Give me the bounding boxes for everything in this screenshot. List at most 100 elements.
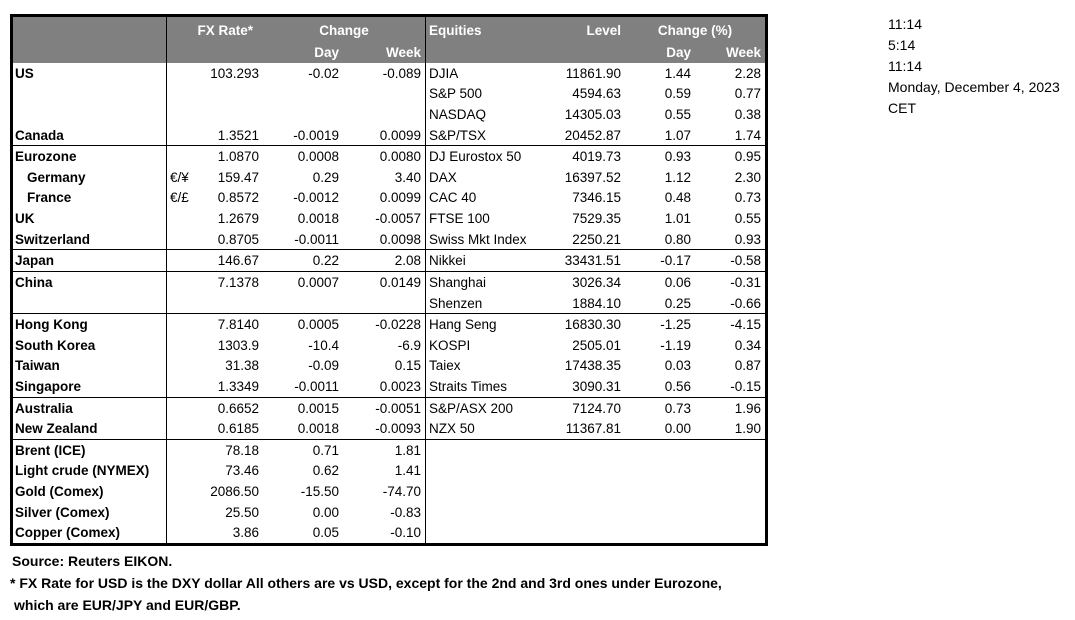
equity-week-change-value: 0.93 (734, 231, 761, 247)
table-row: Eurozone 1.0870 0.0008 0.0080 DJ Eurostox 50… (13, 145, 765, 167)
table-row: UK 1.2679 0.0018 -0.0057 FTSE 100 7529.35 1.01… (13, 208, 765, 229)
fx-rate-value: 103.293 (210, 65, 259, 81)
fx-rate-value: 0.6652 (217, 400, 259, 416)
equity-name: FTSE 100 (429, 211, 490, 227)
fx-day-change-value: 0.0015 (297, 400, 339, 416)
equity-day-change-value: 0.59 (664, 86, 691, 102)
fx-rate-value: 0.8572 (217, 190, 259, 206)
equity-level-value: 33431.51 (564, 253, 621, 269)
fx-week-change-value: 2.08 (394, 253, 421, 269)
equity-name: DJ Eurostox 50 (429, 149, 522, 165)
timestamp-panel: 11:14 5:14 11:14 Monday, December 4, 202… (888, 14, 1060, 119)
region-label: Singapore (15, 378, 82, 394)
fx-rate-header: FX Rate* (197, 22, 253, 38)
fx-day-change-value: -0.0019 (293, 127, 339, 143)
equity-day-change-value: 0.48 (664, 190, 691, 206)
footnotes: Source: Reuters EIKON. * FX Rate for USD… (10, 550, 722, 616)
equity-level-value: 1884.10 (572, 295, 621, 311)
fx-day-change-value: 0.0005 (297, 317, 339, 333)
equities-day-header: Day (666, 44, 691, 60)
table-row: New Zealand 0.6185 0.0018 -0.0093 NZX 50 1136… (13, 418, 765, 439)
equity-day-change-value: -1.25 (660, 317, 691, 333)
table-row: Taiwan 31.38 -0.09 0.15 Taiex 17438.35 0.03 0.8… (13, 356, 765, 377)
fx-rate-value: 31.38 (225, 358, 259, 374)
fx-rate-value: 1.0870 (217, 149, 259, 165)
region-label: Switzerland (15, 231, 91, 247)
table-row: Switzerland 0.8705 -0.0011 0.0098 Swiss Mkt … (13, 229, 765, 250)
equity-name: Straits Times (429, 378, 508, 394)
fx-week-change-value: -0.0051 (375, 400, 421, 416)
equities-header: Equities (429, 22, 482, 38)
equity-day-change-value: 0.00 (664, 421, 691, 437)
fx-week-header: Week (385, 44, 421, 60)
equity-name: S&P 500 (429, 86, 483, 102)
table-header-row-2: Day Week Day Week (13, 41, 765, 63)
equity-level-value: 4594.63 (572, 86, 621, 102)
fx-rate-value: 0.6185 (217, 421, 259, 437)
fx-day-change-value: 0.0008 (297, 149, 339, 165)
fx-day-change-value: 0.62 (312, 463, 339, 479)
equity-level-value: 17438.35 (564, 358, 621, 374)
equity-week-change-value: -0.15 (730, 378, 761, 394)
level-header: Level (586, 22, 621, 38)
equity-level-value: 11861.90 (565, 65, 621, 81)
equity-level-value: 7529.35 (572, 211, 621, 227)
fx-rate-value: 7.8140 (217, 317, 259, 333)
equity-week-change-value: 0.77 (734, 86, 761, 102)
time-value: 11:14 (888, 58, 922, 74)
fx-rate-value: 0.8705 (217, 231, 259, 247)
equity-name: DAX (429, 169, 457, 185)
fx-day-change-value: 0.22 (312, 253, 339, 269)
equity-day-change-value: 0.80 (664, 231, 691, 247)
table-row: Shenzen 1884.10 0.25 -0.66 (13, 293, 765, 314)
region-label: Japan (15, 253, 55, 269)
equity-name: Hang Seng (429, 317, 497, 333)
time-value: 5:14 (888, 37, 916, 53)
fx-rate-value: 2086.50 (210, 483, 259, 499)
equity-name: S&P/TSX (429, 127, 487, 143)
fx-change-header: Change (319, 22, 369, 38)
fx-week-change-value: 3.40 (394, 169, 421, 185)
equity-week-change-value: 2.30 (734, 169, 761, 185)
fx-week-change-value: -6.9 (397, 337, 421, 353)
fx-rate-value: 73.46 (225, 463, 259, 479)
column-divider-labels (166, 17, 167, 543)
fx-rate-value: 1.3349 (217, 378, 259, 394)
equity-day-change-value: 0.56 (664, 378, 691, 394)
fx-day-change-value: -15.50 (300, 483, 339, 499)
equity-week-change-value: 0.87 (734, 358, 761, 374)
region-label: Copper (Comex) (15, 525, 121, 541)
equity-week-change-value: 2.28 (734, 65, 761, 81)
equity-level-value: 7346.15 (572, 190, 621, 206)
fx-week-change-value: 0.0080 (379, 149, 421, 165)
equity-day-change-value: 0.03 (664, 358, 691, 374)
equity-week-change-value: -0.66 (730, 295, 761, 311)
fx-day-header: Day (314, 44, 339, 60)
fx-day-change-value: -0.09 (308, 358, 339, 374)
currency-pair-label: €/£ (170, 190, 189, 206)
table-row: Singapore 1.3349 -0.0011 0.0023 Straits Time… (13, 376, 765, 397)
region-label: Canada (15, 127, 64, 143)
equity-week-change-value: -0.58 (730, 253, 761, 269)
fx-day-change-value: -0.02 (308, 65, 339, 81)
equity-day-change-value: 0.25 (664, 295, 691, 311)
fx-week-change-value: 0.15 (394, 358, 421, 374)
region-label: Taiwan (15, 358, 60, 374)
fx-week-change-value: 0.0099 (379, 127, 421, 143)
region-label: Hong Kong (15, 317, 88, 333)
equity-name: CAC 40 (429, 190, 477, 206)
table-body: US 103.293 -0.02 -0.089 DJIA 11861.90 1.44 2.28… (13, 63, 765, 543)
region-label: China (15, 274, 53, 290)
region-label: South Korea (15, 337, 96, 353)
equity-name: S&P/ASX 200 (429, 400, 514, 416)
fx-week-change-value: -0.0093 (375, 421, 421, 437)
region-label: UK (15, 211, 35, 227)
table-row: Light crude (NYMEX) 73.46 0.62 1.41 (13, 461, 765, 482)
fx-week-change-value: 1.41 (394, 463, 421, 479)
equity-week-change-value: 1.96 (734, 400, 761, 416)
equity-level-value: 16830.30 (564, 317, 621, 333)
source-note: Source: Reuters EIKON. (12, 553, 173, 569)
region-label: Eurozone (15, 149, 77, 165)
region-label: France (27, 190, 72, 206)
equity-day-change-value: 0.06 (664, 274, 691, 290)
